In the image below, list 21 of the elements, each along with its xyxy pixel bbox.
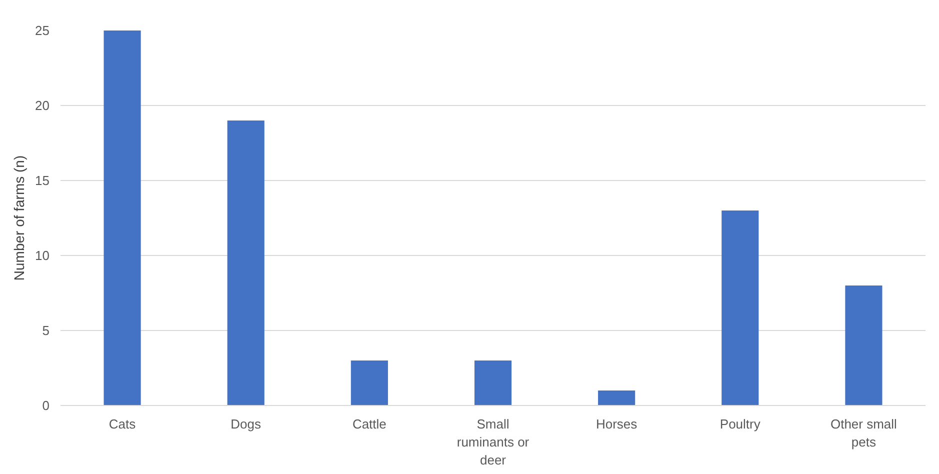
bar xyxy=(845,286,882,406)
bar xyxy=(598,390,636,406)
bar xyxy=(104,30,141,406)
x-tick-label: Cattle xyxy=(352,416,386,432)
y-tick-label: 5 xyxy=(42,323,50,338)
x-tick-label: Other small pets xyxy=(830,416,898,450)
x-tick-label: Dogs xyxy=(230,416,262,432)
x-tick-label: Cats xyxy=(108,416,136,432)
y-tick-label: 20 xyxy=(35,98,50,113)
bar xyxy=(722,210,759,406)
x-tick-label: Horses xyxy=(596,416,638,432)
x-tick-label: Poultry xyxy=(720,416,761,432)
y-axis-title: Number of farms (n) xyxy=(11,155,28,281)
y-tick-label: 15 xyxy=(35,173,50,188)
y-tick-label: 10 xyxy=(35,248,50,263)
bar xyxy=(227,120,264,406)
x-tick-label: Small ruminants or deer xyxy=(456,416,530,468)
y-tick-label: 0 xyxy=(42,398,50,413)
bar xyxy=(474,360,512,406)
bar xyxy=(350,360,388,406)
y-tick-label: 25 xyxy=(35,23,50,38)
